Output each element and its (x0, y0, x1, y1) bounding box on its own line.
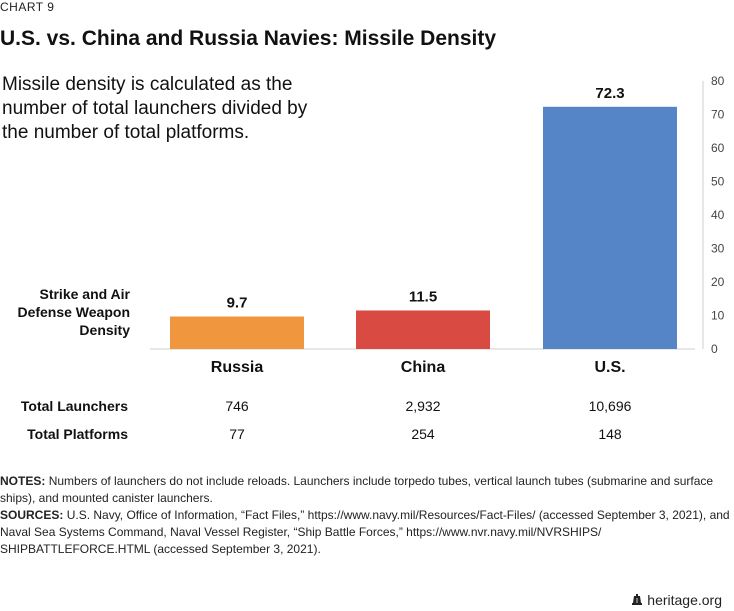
row-label-total-launchers: Total Launchers (20, 398, 128, 414)
notes-label: NOTES: (0, 474, 46, 488)
y-tick-label: 30 (711, 242, 725, 256)
chart-number: CHART 9 (0, 0, 55, 14)
platforms-russia: 77 (229, 426, 245, 442)
liberty-bell-icon (632, 594, 643, 605)
sources-paragraph: SOURCES: U.S. Navy, Office of Informatio… (0, 507, 730, 558)
row-label-total-platforms: Total Platforms (27, 426, 128, 442)
chart-description: Missile density is calculated as the num… (2, 74, 308, 143)
y-tick-label: 10 (711, 309, 725, 323)
notes-block: NOTES: Numbers of launchers do not inclu… (0, 473, 730, 558)
category-label-russia: Russia (210, 359, 264, 376)
launchers-us: 10,696 (588, 398, 632, 414)
site-link[interactable]: heritage.org (647, 592, 722, 608)
bar-russia (170, 316, 304, 349)
y-tick-label: 50 (711, 175, 725, 189)
y-tick-label: 40 (711, 208, 725, 222)
launchers-china: 2,932 (405, 398, 441, 414)
y-tick-label: 0 (711, 342, 718, 356)
series-label: Strike and Air Defense Weapon Density (17, 286, 130, 338)
sources-text: U.S. Navy, Office of Information, “Fact … (0, 508, 730, 556)
category-label-us: U.S. (594, 359, 626, 376)
y-tick-label: 60 (711, 141, 725, 155)
sources-label: SOURCES: (0, 508, 64, 522)
data-label: 72.3 (595, 85, 624, 102)
footer: heritage.org (631, 592, 722, 608)
category-label-china: China (400, 359, 446, 376)
notes-text: Numbers of launchers do not include relo… (0, 474, 714, 505)
data-label: 11.5 (409, 288, 437, 305)
bar-china (356, 310, 490, 349)
y-tick-label: 70 (711, 108, 725, 122)
y-tick-label: 80 (711, 74, 725, 88)
data-label: 9.7 (227, 295, 248, 312)
launchers-russia: 746 (225, 398, 249, 414)
bar-us (543, 106, 677, 349)
chart-title: U.S. vs. China and Russia Navies: Missil… (0, 27, 497, 50)
platforms-china: 254 (411, 426, 435, 442)
y-tick-label: 20 (711, 275, 725, 289)
notes-paragraph: NOTES: Numbers of launchers do not inclu… (0, 473, 730, 507)
platforms-us: 148 (598, 426, 622, 442)
